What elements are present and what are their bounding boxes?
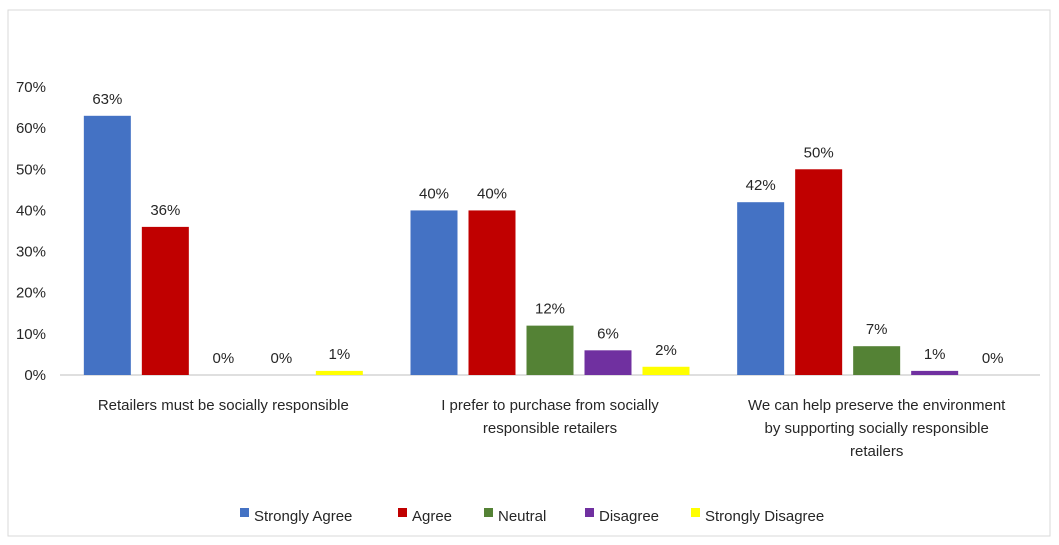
bars-layer <box>83 115 959 376</box>
data-label: 12% <box>535 301 565 318</box>
data-label: 6% <box>597 325 619 342</box>
x-axis-category-labels: Retailers must be socially responsible I … <box>98 397 1006 460</box>
bar-agree <box>141 226 189 375</box>
data-label: 0% <box>212 350 234 367</box>
x-category-label: Retailers must be socially responsible <box>98 397 349 414</box>
legend-swatch <box>585 508 594 517</box>
legend-entry: Agree <box>412 508 452 525</box>
x-category-label-line: I prefer to purchase from socially <box>441 397 659 414</box>
y-tick-label: 50% <box>16 161 46 178</box>
data-label: 7% <box>866 321 888 338</box>
data-label: 42% <box>746 177 776 194</box>
x-category-label-line: We can help preserve the environment <box>748 397 1006 414</box>
legend: Strongly Agree Agree Neutral Disagree Strong… <box>240 508 824 525</box>
bar-strongly-disagree <box>315 370 363 375</box>
data-label: 40% <box>477 185 507 202</box>
x-category-label-line: by supporting socially responsible <box>765 420 989 437</box>
legend-entry: Disagree <box>599 508 659 525</box>
bar-strongly-agree <box>737 202 785 375</box>
bar-neutral <box>526 325 574 375</box>
legend-entry: Strongly Disagree <box>705 508 824 525</box>
bar-strongly-agree <box>410 210 458 375</box>
data-label: 0% <box>982 350 1004 367</box>
x-category-label: We can help preserve the environment by s… <box>748 397 1006 460</box>
data-label: 36% <box>150 202 180 219</box>
x-category-label-line: Retailers must be socially responsible <box>98 397 349 414</box>
bar-agree <box>795 169 843 375</box>
y-tick-label: 30% <box>16 244 46 261</box>
x-category-label-line: retailers <box>850 443 903 460</box>
bar-disagree <box>584 350 632 375</box>
x-category-label: I prefer to purchase from socially respon… <box>441 397 659 437</box>
bar-neutral <box>853 346 901 375</box>
data-label: 1% <box>328 346 350 363</box>
bar-strongly-agree <box>83 115 131 376</box>
y-tick-label: 0% <box>24 367 46 384</box>
y-tick-label: 60% <box>16 120 46 137</box>
x-category-label-line: responsible retailers <box>483 420 617 437</box>
bar-disagree <box>911 370 959 375</box>
data-label: 50% <box>804 144 834 161</box>
y-tick-label: 40% <box>16 202 46 219</box>
data-label: 2% <box>655 342 677 359</box>
bar-strongly-disagree <box>642 366 690 375</box>
legend-entry: Neutral <box>498 508 546 525</box>
bar-agree <box>468 210 516 375</box>
data-label: 1% <box>924 346 946 363</box>
y-tick-label: 20% <box>16 285 46 302</box>
data-label: 63% <box>92 91 122 108</box>
legend-swatch <box>691 508 700 517</box>
legend-swatch <box>240 508 249 517</box>
legend-swatch <box>398 508 407 517</box>
data-label: 40% <box>419 185 449 202</box>
data-labels-layer: 63% 40% 42% 36% 40% 50% 0% 12% 7% 0% 6% 1% 1% 2% 0% <box>92 91 1003 367</box>
data-label: 0% <box>270 350 292 367</box>
legend-entry: Strongly Agree <box>254 508 352 525</box>
y-tick-label: 10% <box>16 326 46 343</box>
y-axis: 0% 10% 20% 30% 40% 50% 60% 70% <box>16 79 46 384</box>
legend-swatch <box>484 508 493 517</box>
y-tick-label: 70% <box>16 79 46 96</box>
